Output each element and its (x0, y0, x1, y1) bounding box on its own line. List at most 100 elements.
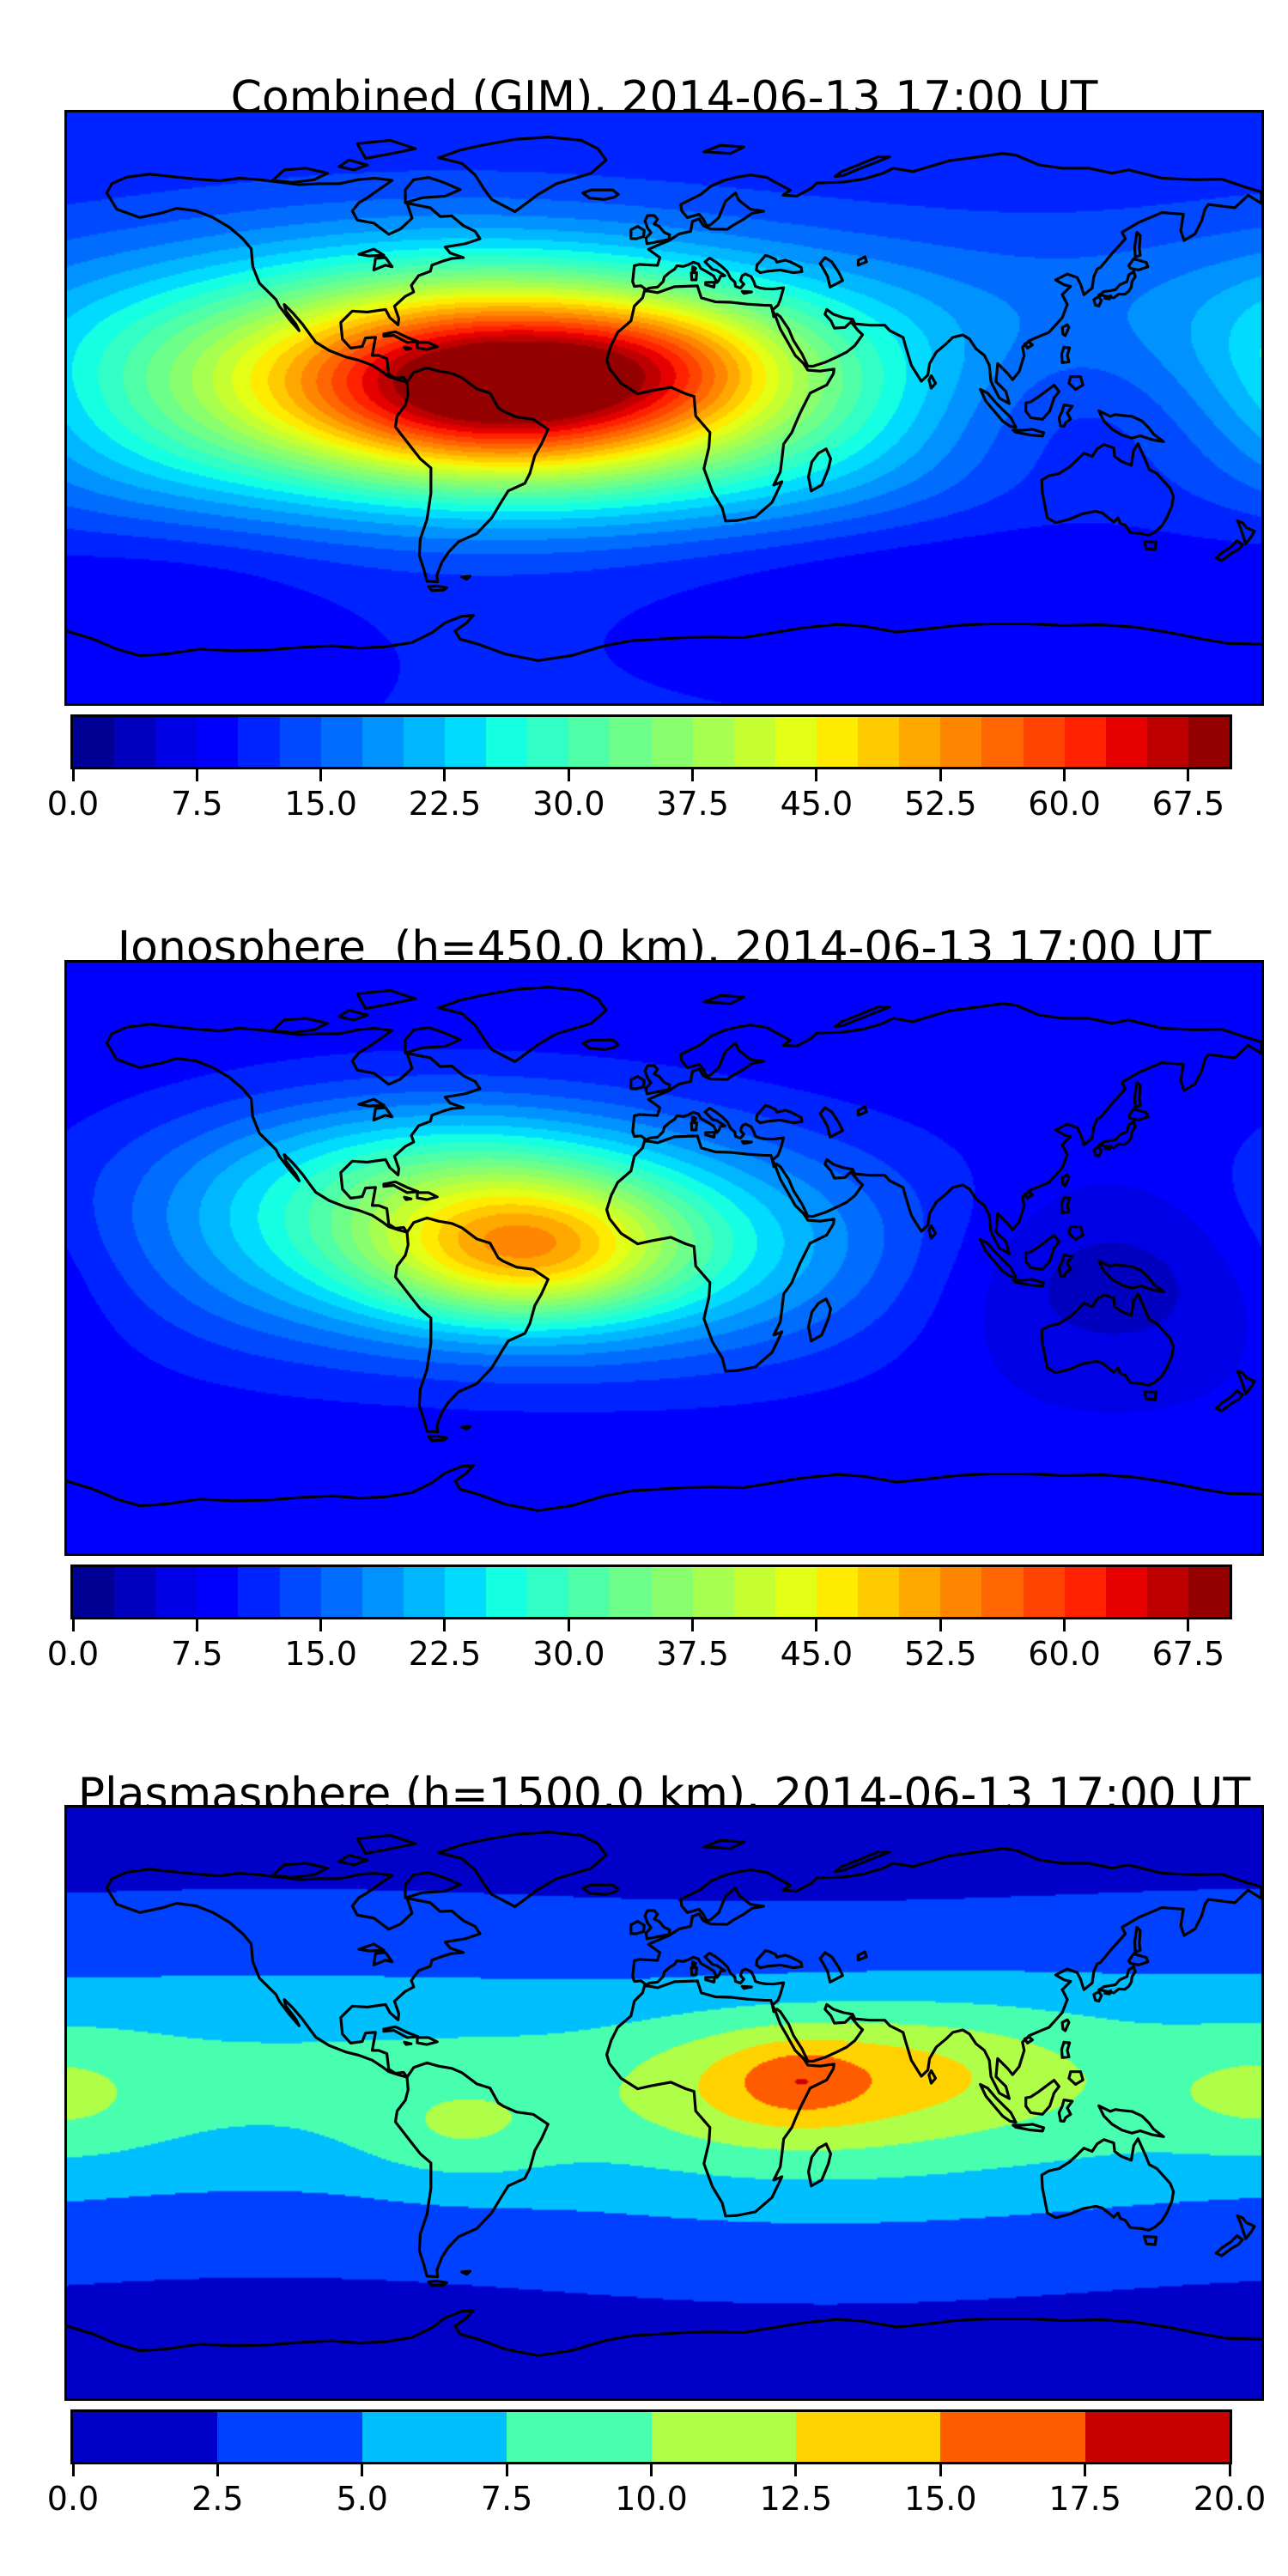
colorbar-segment (73, 717, 115, 767)
colorbar-tick (71, 769, 75, 781)
colorbar-tick (794, 2464, 798, 2476)
colorbar-segment (940, 717, 982, 767)
colorbar-segment (73, 1567, 115, 1617)
colorbar-segment (1023, 1567, 1065, 1617)
colorbar-tick-label: 30.0 (532, 785, 605, 823)
colorbar-tick (71, 2464, 75, 2476)
colorbar-segment (1105, 1567, 1147, 1617)
colorbar-tick (361, 2464, 364, 2476)
colorbar-tick (216, 2464, 219, 2476)
colorbar-tick (71, 1619, 75, 1631)
colorbar-segment (486, 717, 528, 767)
colorbar-segment (217, 2412, 362, 2462)
colorbar-tick-label: 17.5 (1048, 2480, 1121, 2518)
colorbar-segment (1146, 1567, 1188, 1617)
colorbar-segment (238, 1567, 280, 1617)
colorbar-segment (507, 2412, 652, 2462)
colorbar-segment (1084, 2412, 1230, 2462)
colorbar-tick (567, 1619, 570, 1631)
colorbar-combined: 0.0 7.5 15.0 22.5 30.0 37.5 45.0 52.5 60.0 67.5 (47, 714, 1232, 843)
colorbar-tick (1187, 1619, 1190, 1631)
colorbar-tick-label: 12.5 (759, 2480, 833, 2518)
colorbar-tick (319, 769, 323, 781)
colorbar-segment (279, 717, 321, 767)
colorbar-segment (403, 717, 445, 767)
colorbar-tick (319, 1619, 323, 1631)
colorbar-segment (899, 717, 941, 767)
colorbar-tick-label: 22.5 (408, 1635, 482, 1673)
colorbar-plasmasphere: 0.0 2.5 5.0 7.5 10.0 12.5 15.0 17.5 20.0 (47, 2409, 1266, 2538)
colorbar-segment (527, 1567, 569, 1617)
colorbar-segment (320, 717, 362, 767)
colorbar-segment (1064, 717, 1106, 767)
colorbar-segment (940, 1567, 982, 1617)
colorbar-gradient (70, 2409, 1232, 2464)
colorbar-tick-label: 60.0 (1028, 1635, 1101, 1673)
colorbar-segment (981, 1567, 1024, 1617)
colorbar-tick-label: 67.5 (1151, 785, 1225, 823)
colorbar-segment (651, 2412, 796, 2462)
colorbar-tick (1063, 769, 1066, 781)
colorbar-segment (692, 1567, 734, 1617)
colorbar-segment (1188, 1567, 1230, 1617)
colorbar-tick (939, 2464, 942, 2476)
colorbar-tick (195, 769, 198, 781)
colorbar-tick-label: 15.0 (903, 2480, 977, 2518)
colorbar-segment (197, 1567, 239, 1617)
colorbar-segment (940, 2412, 1085, 2462)
colorbar-tick-label: 52.5 (903, 785, 977, 823)
colorbar-segment (279, 1567, 321, 1617)
colorbar-segment (444, 1567, 487, 1617)
colorbar-tick (443, 1619, 447, 1631)
colorbar-segment (1188, 717, 1230, 767)
colorbar-segment (899, 1567, 941, 1617)
colorbar-segment (775, 1567, 817, 1617)
colorbar-gradient (70, 1564, 1232, 1619)
colorbar-tick (939, 769, 942, 781)
colorbar-tick (443, 769, 447, 781)
colorbar-segment (486, 1567, 528, 1617)
colorbar-segment (775, 717, 817, 767)
colorbar-segment (651, 1567, 693, 1617)
colorbar-segment (403, 1567, 445, 1617)
colorbar-tick (567, 769, 570, 781)
colorbar-segment (527, 717, 569, 767)
colorbar-tick-label: 0.0 (46, 1635, 100, 1673)
colorbar-tick (1084, 2464, 1087, 2476)
colorbar-segment (1023, 717, 1065, 767)
colorbar-tick-label: 0.0 (46, 2480, 100, 2518)
colorbar-tick-label: 30.0 (532, 1635, 605, 1673)
colorbar-tick-label: 45.0 (780, 785, 854, 823)
colorbar-tick-label: 37.5 (656, 785, 729, 823)
colorbar-segment (692, 717, 734, 767)
colorbar-segment (361, 2412, 507, 2462)
colorbar-segment (733, 717, 775, 767)
colorbar-gradient (70, 714, 1232, 769)
colorbar-segment (361, 717, 404, 767)
colorbar-segment (610, 1567, 652, 1617)
colorbar-tick (691, 769, 695, 781)
colorbar-tick (815, 769, 818, 781)
colorbar-segment (733, 1567, 775, 1617)
colorbar-tick-label: 2.5 (191, 2480, 244, 2518)
colorbar-segment (816, 717, 859, 767)
colorbar-tick (939, 1619, 942, 1631)
colorbar-segment (238, 717, 280, 767)
colorbar-tick (195, 1619, 198, 1631)
colorbar-segment (568, 1567, 611, 1617)
colorbar-tick-label: 15.0 (284, 1635, 357, 1673)
colorbar-segment (1105, 717, 1147, 767)
colorbar-ionosphere: 0.0 7.5 15.0 22.5 30.0 37.5 45.0 52.5 60.0 67.5 (47, 1564, 1232, 1693)
colorbar-tick-label: 37.5 (656, 1635, 729, 1673)
colorbar-segment (320, 1567, 362, 1617)
colorbar-segment (361, 1567, 404, 1617)
colorbar-tick (691, 1619, 695, 1631)
colorbar-tick-label: 15.0 (284, 785, 357, 823)
colorbar-segment (1146, 717, 1188, 767)
colorbar-segment (444, 717, 487, 767)
coastlines-overlay (67, 986, 1261, 1512)
coastlines-overlay (67, 1831, 1261, 2357)
colorbar-tick-label: 60.0 (1028, 785, 1101, 823)
colorbar-tick-label: 7.5 (171, 1635, 223, 1673)
